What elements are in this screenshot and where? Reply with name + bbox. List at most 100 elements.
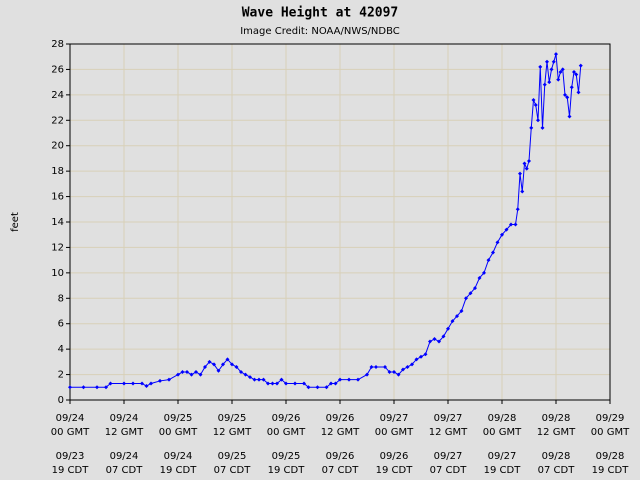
x-tick-local-label: 09/25 xyxy=(218,451,247,462)
data-point xyxy=(538,64,543,69)
x-tick-label: 09/24 xyxy=(56,413,85,424)
data-point xyxy=(567,114,572,119)
x-tick-local-label: 07 CDT xyxy=(106,465,144,476)
data-point xyxy=(536,118,540,123)
data-point xyxy=(333,381,338,386)
data-point xyxy=(207,359,212,364)
data-point xyxy=(441,334,446,339)
x-tick-label: 00 GMT xyxy=(591,427,630,438)
data-point xyxy=(464,296,468,301)
data-point xyxy=(329,381,333,386)
data-point xyxy=(396,372,401,377)
data-point xyxy=(230,362,234,367)
data-point xyxy=(194,370,198,375)
data-point xyxy=(522,161,527,166)
x-tick-local-label: 07 CDT xyxy=(322,465,360,476)
data-point xyxy=(558,69,563,74)
x-tick-label: 09/27 xyxy=(434,413,463,424)
y-tick-label: 24 xyxy=(51,90,64,101)
data-point xyxy=(243,372,248,377)
y-tick-label: 20 xyxy=(51,141,64,152)
data-point xyxy=(252,377,257,382)
data-point xyxy=(212,362,216,367)
x-tick-label: 12 GMT xyxy=(321,427,360,438)
x-tick-label: 00 GMT xyxy=(267,427,306,438)
data-point xyxy=(540,125,545,130)
data-point xyxy=(556,77,561,82)
data-point xyxy=(149,381,153,386)
y-tick-label: 22 xyxy=(51,115,64,126)
data-point xyxy=(515,207,520,212)
data-point xyxy=(203,364,207,369)
y-tick-label: 4 xyxy=(58,344,64,355)
y-tick-label: 8 xyxy=(58,293,64,304)
data-point xyxy=(387,370,392,375)
x-tick-label: 12 GMT xyxy=(429,427,468,438)
data-point xyxy=(531,97,536,102)
x-tick-local-label: 19 CDT xyxy=(52,465,90,476)
data-point xyxy=(347,377,351,382)
x-tick-label: 09/24 xyxy=(110,413,139,424)
data-point xyxy=(356,377,360,382)
chart-subtitle: Image Credit: NOAA/NWS/NDBC xyxy=(240,26,400,37)
data-point xyxy=(216,368,221,373)
x-tick-label: 09/26 xyxy=(326,413,355,424)
data-point xyxy=(275,381,279,386)
x-tick-label: 09/27 xyxy=(380,413,409,424)
x-tick-local-label: 09/23 xyxy=(56,451,85,462)
data-point xyxy=(374,364,378,369)
data-point xyxy=(547,80,552,85)
data-point xyxy=(95,385,99,390)
y-tick-label: 16 xyxy=(51,192,64,203)
data-point xyxy=(468,291,473,296)
data-point xyxy=(158,378,162,383)
data-point xyxy=(180,370,185,375)
x-tick-local-label: 09/27 xyxy=(434,451,463,462)
x-tick-label: 12 GMT xyxy=(105,427,144,438)
data-point xyxy=(108,381,113,386)
y-tick-label: 18 xyxy=(51,166,64,177)
data-point xyxy=(578,63,583,68)
x-tick-label: 09/26 xyxy=(272,413,301,424)
x-tick-local-label: 07 CDT xyxy=(214,465,252,476)
data-point xyxy=(410,362,414,367)
data-point xyxy=(432,336,437,341)
data-point xyxy=(122,381,126,386)
data-point xyxy=(518,171,522,176)
data-point xyxy=(405,364,410,369)
y-tick-label: 14 xyxy=(51,217,64,228)
data-point xyxy=(225,357,230,362)
x-tick-local-label: 19 CDT xyxy=(484,465,522,476)
data-point xyxy=(554,52,558,57)
data-point xyxy=(392,370,396,375)
data-point xyxy=(104,385,108,390)
data-point xyxy=(284,381,288,386)
data-point xyxy=(446,326,450,331)
x-tick-local-label: 19 CDT xyxy=(592,465,630,476)
data-point xyxy=(221,362,225,367)
data-point xyxy=(549,67,554,72)
data-point xyxy=(565,95,570,100)
data-point xyxy=(261,377,266,382)
data-point xyxy=(365,372,369,377)
data-point xyxy=(545,59,549,64)
data-point xyxy=(302,381,306,386)
data-point xyxy=(533,103,538,108)
x-tick-label: 12 GMT xyxy=(213,427,252,438)
x-tick-label: 00 GMT xyxy=(51,427,90,438)
data-point xyxy=(473,286,477,291)
data-point xyxy=(560,67,565,72)
y-tick-label: 28 xyxy=(51,39,64,50)
data-point xyxy=(551,59,556,64)
y-tick-label: 6 xyxy=(58,319,64,330)
x-tick-local-label: 09/25 xyxy=(272,451,301,462)
data-point xyxy=(293,381,297,386)
y-tick-label: 26 xyxy=(51,64,64,75)
data-point xyxy=(338,377,342,382)
x-tick-label: 09/29 xyxy=(596,413,625,424)
data-point xyxy=(185,370,189,375)
data-point xyxy=(315,385,320,390)
x-tick-local-label: 09/27 xyxy=(488,451,517,462)
